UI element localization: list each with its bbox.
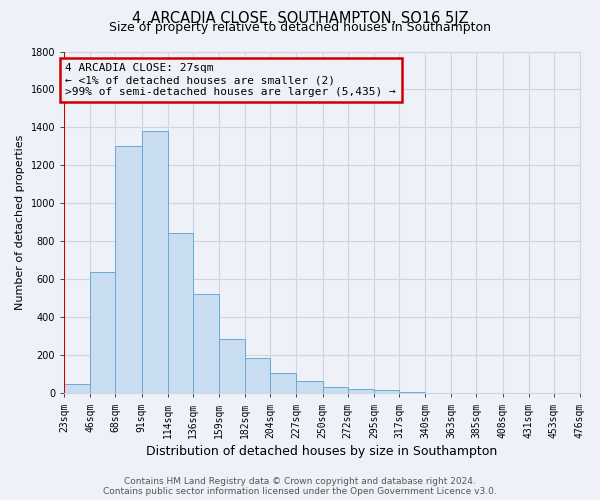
Bar	[245, 358, 270, 394]
Bar	[270, 374, 296, 394]
Text: Size of property relative to detached houses in Southampton: Size of property relative to detached ho…	[109, 21, 491, 34]
Text: 4 ARCADIA CLOSE: 27sqm
← <1% of detached houses are smaller (2)
>99% of semi-det: 4 ARCADIA CLOSE: 27sqm ← <1% of detached…	[65, 64, 396, 96]
Bar	[193, 294, 219, 394]
Text: 4, ARCADIA CLOSE, SOUTHAMPTON, SO16 5JZ: 4, ARCADIA CLOSE, SOUTHAMPTON, SO16 5JZ	[131, 11, 469, 26]
Bar	[425, 392, 451, 394]
Bar	[323, 386, 348, 394]
Bar	[219, 339, 245, 394]
Bar	[64, 384, 91, 394]
Bar	[142, 131, 168, 394]
Bar	[168, 233, 193, 394]
Y-axis label: Number of detached properties: Number of detached properties	[15, 134, 25, 310]
Bar	[399, 392, 425, 394]
Text: Contains HM Land Registry data © Crown copyright and database right 2024.
Contai: Contains HM Land Registry data © Crown c…	[103, 476, 497, 496]
Bar	[374, 390, 399, 394]
Bar	[348, 388, 374, 394]
X-axis label: Distribution of detached houses by size in Southampton: Distribution of detached houses by size …	[146, 444, 498, 458]
Bar	[296, 381, 323, 394]
Bar	[115, 146, 142, 394]
Bar	[91, 272, 115, 394]
